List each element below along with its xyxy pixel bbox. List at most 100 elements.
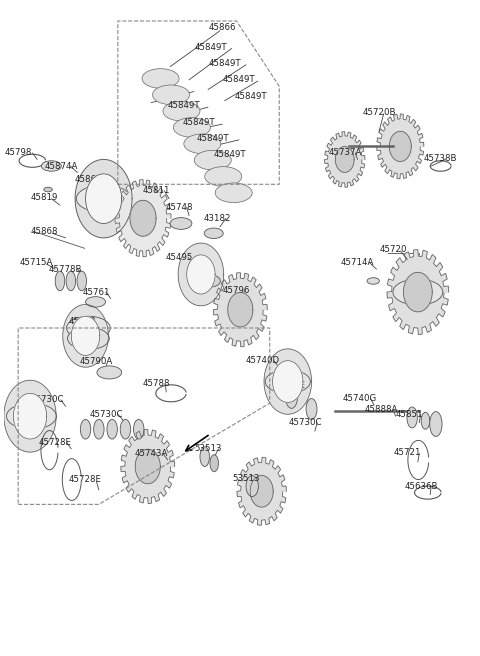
Ellipse shape bbox=[215, 183, 252, 203]
Ellipse shape bbox=[170, 218, 192, 230]
Text: 43182: 43182 bbox=[204, 214, 231, 223]
Ellipse shape bbox=[67, 316, 110, 340]
Ellipse shape bbox=[68, 327, 109, 350]
Text: 45778: 45778 bbox=[69, 317, 96, 326]
Ellipse shape bbox=[77, 271, 86, 291]
Ellipse shape bbox=[194, 150, 231, 170]
Text: 45715A: 45715A bbox=[20, 258, 53, 267]
Ellipse shape bbox=[107, 419, 118, 439]
Ellipse shape bbox=[80, 419, 91, 439]
Polygon shape bbox=[250, 476, 273, 507]
Text: 45819: 45819 bbox=[31, 193, 58, 202]
Polygon shape bbox=[324, 132, 365, 187]
Polygon shape bbox=[115, 180, 171, 256]
Polygon shape bbox=[237, 457, 287, 525]
Ellipse shape bbox=[393, 279, 443, 305]
Text: 45728E: 45728E bbox=[68, 475, 101, 484]
Text: 45851: 45851 bbox=[396, 410, 423, 419]
Text: 45740D: 45740D bbox=[246, 356, 280, 365]
Text: 45730C: 45730C bbox=[288, 419, 322, 427]
Ellipse shape bbox=[421, 412, 430, 429]
Ellipse shape bbox=[204, 228, 223, 239]
Ellipse shape bbox=[246, 476, 258, 497]
Text: 45743A: 45743A bbox=[134, 449, 168, 458]
Ellipse shape bbox=[184, 134, 221, 154]
Text: 45849T: 45849T bbox=[168, 102, 201, 110]
Ellipse shape bbox=[200, 447, 209, 466]
Polygon shape bbox=[178, 243, 224, 306]
Ellipse shape bbox=[306, 399, 317, 419]
Text: 45636B: 45636B bbox=[405, 482, 438, 491]
Text: 45866: 45866 bbox=[208, 23, 236, 32]
Text: 45728E: 45728E bbox=[272, 381, 305, 390]
Polygon shape bbox=[273, 361, 303, 403]
Text: 45849T: 45849T bbox=[208, 59, 241, 68]
Polygon shape bbox=[377, 114, 424, 179]
Ellipse shape bbox=[286, 384, 298, 408]
Text: 45888A: 45888A bbox=[365, 405, 398, 414]
Text: 45849T: 45849T bbox=[234, 92, 267, 100]
Polygon shape bbox=[228, 293, 253, 327]
Text: 53513: 53513 bbox=[194, 444, 222, 453]
Text: 45761: 45761 bbox=[83, 287, 110, 297]
Polygon shape bbox=[63, 304, 108, 367]
Text: 45849T: 45849T bbox=[223, 75, 255, 84]
Ellipse shape bbox=[367, 277, 379, 284]
Ellipse shape bbox=[66, 271, 75, 291]
Ellipse shape bbox=[173, 117, 210, 137]
Ellipse shape bbox=[44, 187, 52, 192]
Polygon shape bbox=[13, 394, 47, 439]
Ellipse shape bbox=[94, 419, 104, 439]
Ellipse shape bbox=[55, 271, 65, 291]
Text: 45874A: 45874A bbox=[44, 161, 78, 171]
Ellipse shape bbox=[133, 419, 144, 439]
Text: 45790A: 45790A bbox=[80, 358, 113, 367]
Text: 45798: 45798 bbox=[4, 148, 32, 157]
Text: 45778B: 45778B bbox=[49, 265, 83, 274]
Text: 45849T: 45849T bbox=[196, 134, 229, 143]
Text: 45748: 45748 bbox=[166, 203, 193, 212]
Text: 53513: 53513 bbox=[232, 474, 260, 483]
Polygon shape bbox=[4, 380, 56, 452]
Text: 45730C: 45730C bbox=[31, 396, 64, 404]
Polygon shape bbox=[336, 146, 354, 173]
Ellipse shape bbox=[430, 411, 442, 436]
Ellipse shape bbox=[7, 403, 56, 429]
Ellipse shape bbox=[265, 370, 311, 394]
Ellipse shape bbox=[163, 101, 200, 121]
Text: 45811: 45811 bbox=[142, 186, 169, 195]
Text: 45740G: 45740G bbox=[343, 394, 377, 403]
Text: 45788: 45788 bbox=[142, 379, 169, 388]
Ellipse shape bbox=[204, 167, 242, 186]
Polygon shape bbox=[135, 449, 160, 483]
Polygon shape bbox=[404, 272, 432, 312]
Ellipse shape bbox=[120, 419, 131, 439]
Ellipse shape bbox=[153, 85, 190, 104]
Polygon shape bbox=[130, 200, 156, 236]
Text: 45720: 45720 bbox=[379, 245, 407, 254]
Ellipse shape bbox=[41, 161, 61, 171]
Polygon shape bbox=[75, 159, 132, 238]
Ellipse shape bbox=[196, 274, 220, 287]
Ellipse shape bbox=[85, 297, 106, 307]
Text: 45737A: 45737A bbox=[329, 148, 362, 157]
Ellipse shape bbox=[76, 185, 131, 213]
Ellipse shape bbox=[407, 407, 418, 428]
Text: 45730C: 45730C bbox=[89, 410, 123, 419]
Polygon shape bbox=[387, 250, 449, 335]
Ellipse shape bbox=[97, 366, 121, 379]
Text: 45796: 45796 bbox=[223, 285, 250, 295]
Ellipse shape bbox=[142, 69, 179, 89]
Polygon shape bbox=[85, 174, 121, 224]
Text: 45849T: 45849T bbox=[213, 150, 246, 159]
Polygon shape bbox=[214, 273, 267, 347]
Text: 45728E: 45728E bbox=[39, 438, 72, 447]
Polygon shape bbox=[121, 430, 175, 503]
Text: 45849T: 45849T bbox=[182, 117, 215, 127]
Text: 45720B: 45720B bbox=[362, 108, 396, 117]
Text: 45868: 45868 bbox=[31, 227, 58, 236]
Polygon shape bbox=[264, 349, 312, 414]
Polygon shape bbox=[72, 316, 100, 356]
Text: 45849T: 45849T bbox=[194, 43, 227, 52]
Text: 45714A: 45714A bbox=[341, 258, 374, 267]
